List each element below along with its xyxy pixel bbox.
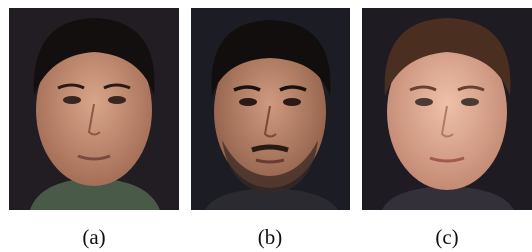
page: (a) (b) (c) (() => { const data = JSON.p…: [0, 0, 532, 252]
panel-label: (a): [82, 225, 105, 249]
panel-label: (b): [258, 225, 283, 249]
panel-label: (c): [435, 225, 458, 249]
photo-b: [191, 8, 350, 210]
figure: (a) (b) (c): [0, 0, 532, 252]
photo-a: [9, 8, 179, 210]
photo-c: [362, 8, 532, 210]
